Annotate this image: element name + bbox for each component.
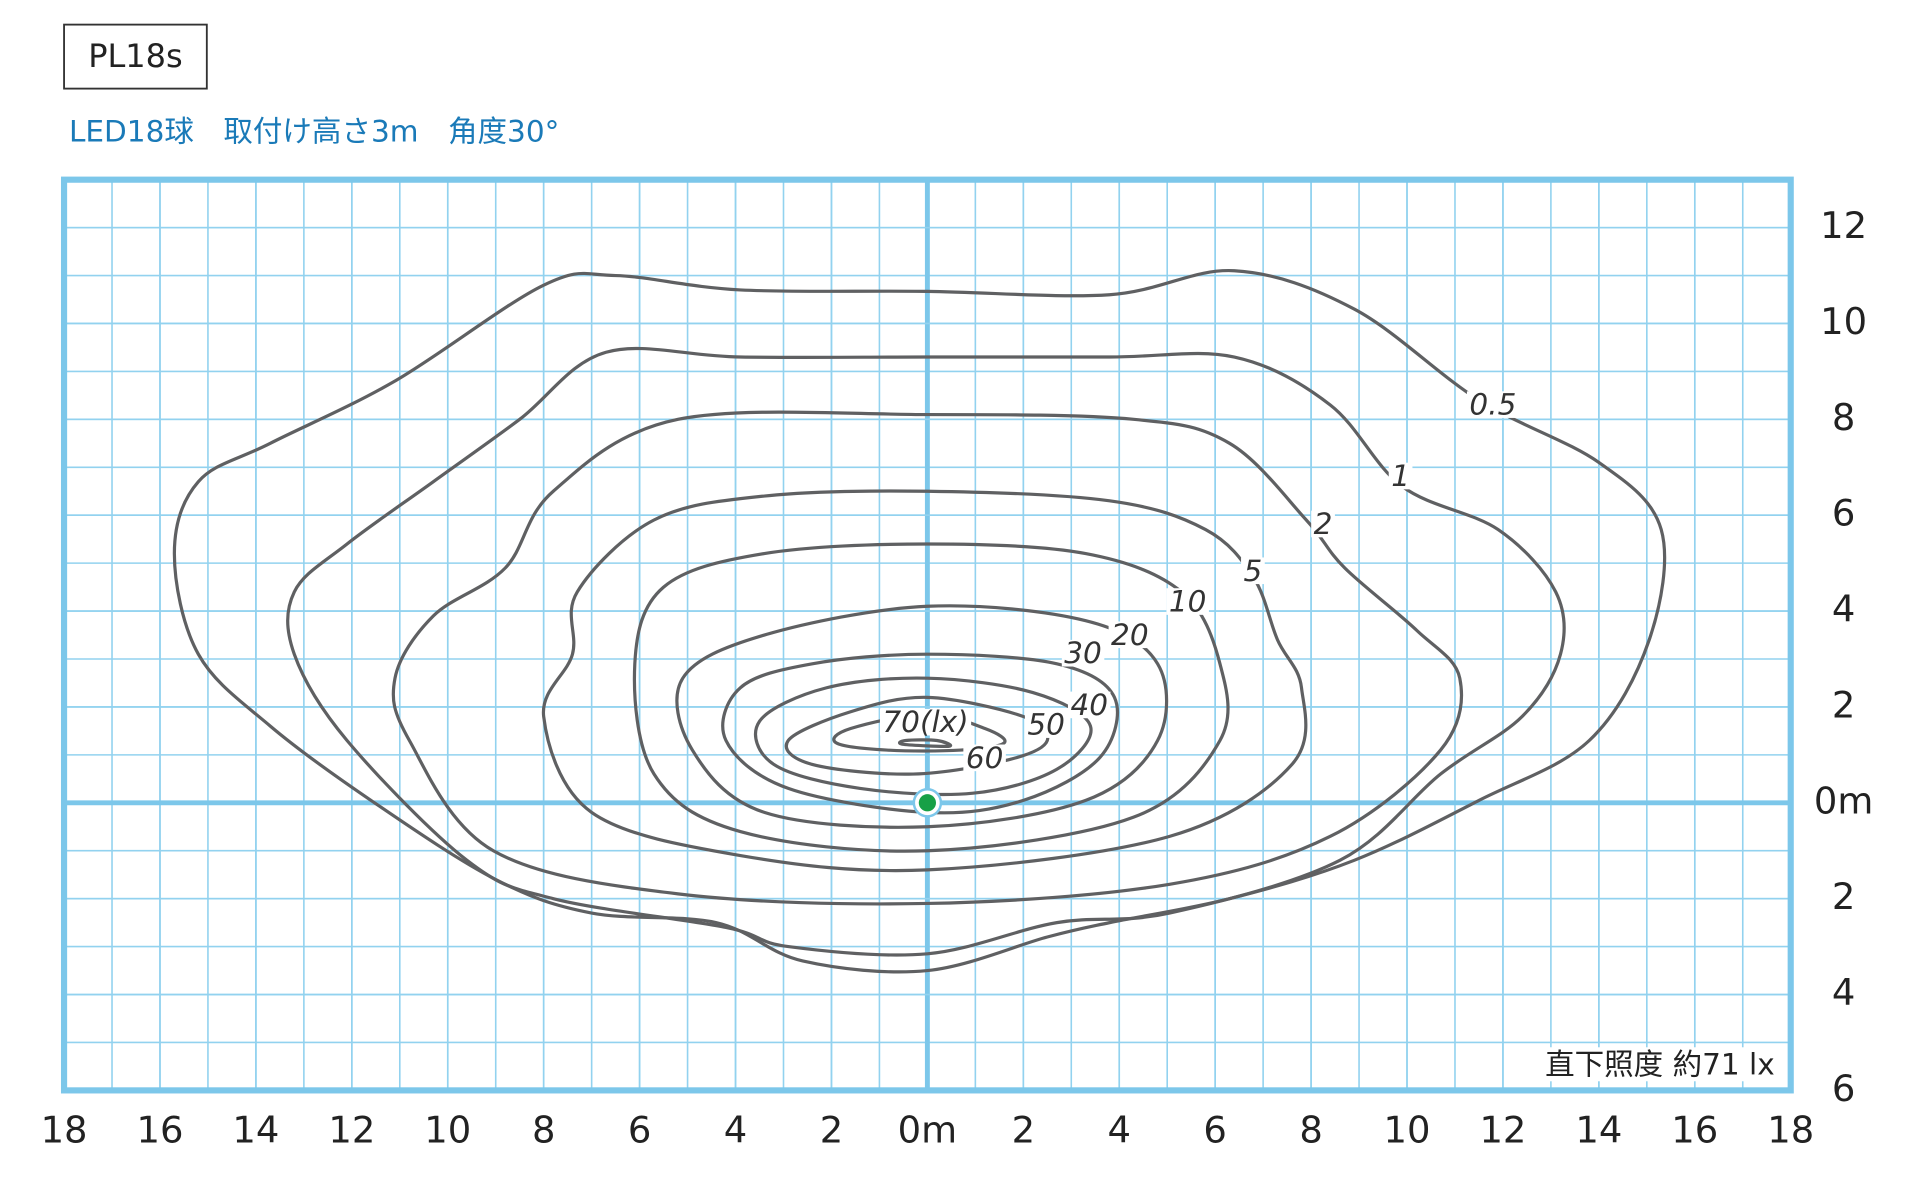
- contour-label-bg: [1241, 557, 1265, 585]
- contour-label-group: 20: [1108, 618, 1152, 652]
- contour-label: 70(lx): [882, 705, 968, 739]
- y-tick-label: 0m: [1814, 779, 1873, 822]
- isolux-contour: [542, 489, 1308, 873]
- contour-label-group: 0.5: [1466, 388, 1519, 422]
- x-tick-label: 18: [1767, 1109, 1814, 1152]
- contour-label-bg: [879, 708, 972, 736]
- x-tick-label: 18: [41, 1109, 88, 1152]
- contour-label-bg: [1108, 621, 1152, 649]
- x-tick-label: 4: [724, 1109, 747, 1152]
- contour-label: 0.5: [1469, 388, 1516, 422]
- x-tick-label: 4: [1107, 1109, 1130, 1152]
- contour-label-group: 10: [1166, 585, 1209, 619]
- x-tick-label: 2: [820, 1109, 843, 1152]
- contour-label: 2: [1314, 507, 1333, 541]
- x-tick-label: 14: [232, 1109, 279, 1152]
- y-tick-label: 6: [1832, 492, 1855, 535]
- note: 直下照度 約71 lx: [1545, 1047, 1775, 1081]
- contour-label-bg: [1466, 391, 1519, 418]
- title-box: [63, 23, 208, 90]
- contour-label-group: 5: [1241, 554, 1265, 588]
- y-tick-label: 2: [1832, 875, 1855, 918]
- x-tick-label: 8: [532, 1109, 555, 1152]
- isolux-contour: [172, 269, 1667, 974]
- x-tick-label: 0m: [898, 1109, 957, 1152]
- lamp-position: [918, 794, 937, 812]
- contour-label-group: 1: [1388, 459, 1413, 493]
- x-tick-label: 6: [1203, 1109, 1226, 1152]
- contour-label: 10: [1169, 585, 1207, 619]
- x-tick-label: 16: [1671, 1109, 1718, 1152]
- contour-label: 60: [966, 741, 1004, 775]
- chart-subtitle: LED18球 取付け高さ3m 角度30°: [69, 114, 559, 148]
- contour-label-group: 30: [1061, 636, 1105, 670]
- contour-label-group: 40: [1067, 688, 1111, 722]
- note-group: 直下照度 約71 lx: [1537, 1047, 1783, 1082]
- y-tick-label: 4: [1832, 971, 1855, 1014]
- x-tick-label: 8: [1299, 1109, 1322, 1152]
- contour-label-bg: [963, 744, 1006, 772]
- contour-label: 50: [1027, 708, 1065, 742]
- chart-title: PL18s: [88, 37, 182, 75]
- y-tick-label: 12: [1820, 204, 1867, 247]
- contour-label-group: 60: [963, 741, 1006, 775]
- contour-label: 40: [1070, 688, 1108, 722]
- contour-label-group: 2: [1311, 507, 1335, 541]
- contour-label-group: 70(lx): [879, 705, 972, 739]
- contour-label-bg: [1388, 462, 1413, 490]
- contour-label-bg: [1067, 691, 1111, 719]
- x-tick-label: 10: [1384, 1109, 1431, 1152]
- x-tick-label: 14: [1575, 1109, 1622, 1152]
- y-tick-label: 6: [1832, 1067, 1855, 1110]
- isolux-contour: [832, 712, 1007, 753]
- contour-label-bg: [1311, 510, 1335, 538]
- note-bg: [1537, 1047, 1783, 1082]
- isolux-contour: [286, 346, 1566, 957]
- x-tick-label: 2: [1012, 1109, 1035, 1152]
- contour-label-bg: [1024, 711, 1068, 738]
- isolux-contour: [391, 410, 1464, 906]
- contour-label: 30: [1064, 636, 1102, 670]
- y-tick-label: 8: [1832, 396, 1855, 439]
- y-tick-label: 4: [1832, 588, 1855, 631]
- contour-label: 20: [1111, 618, 1149, 652]
- x-tick-label: 16: [136, 1109, 183, 1152]
- isolux-contour: [897, 738, 953, 748]
- plot-border: [60, 176, 1794, 1094]
- contour-label: 1: [1391, 459, 1410, 493]
- x-tick-label: 10: [424, 1109, 471, 1152]
- y-tick-label: 2: [1832, 683, 1855, 726]
- x-tick-label: 12: [328, 1109, 375, 1152]
- x-tick-label: 6: [628, 1109, 651, 1152]
- contour-label-bg: [1061, 639, 1105, 667]
- contour-label: 5: [1244, 554, 1263, 588]
- x-tick-label: 12: [1479, 1109, 1526, 1152]
- contour-label-group: 50: [1024, 708, 1068, 742]
- contour-label-bg: [1166, 588, 1209, 615]
- y-tick-label: 10: [1820, 300, 1867, 343]
